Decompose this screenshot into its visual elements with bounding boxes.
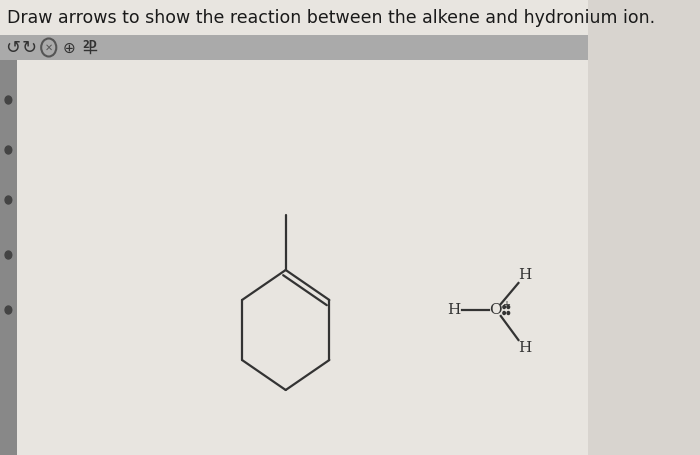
FancyBboxPatch shape xyxy=(17,60,588,455)
Text: ↺: ↺ xyxy=(5,39,20,56)
FancyBboxPatch shape xyxy=(0,60,17,455)
Text: H: H xyxy=(519,341,532,355)
Text: H: H xyxy=(447,303,461,317)
Text: O: O xyxy=(489,303,502,317)
Text: H: H xyxy=(519,268,532,282)
Circle shape xyxy=(503,305,505,308)
Circle shape xyxy=(5,96,12,104)
Text: 2D: 2D xyxy=(83,40,97,50)
Circle shape xyxy=(5,146,12,154)
Text: Draw arrows to show the reaction between the alkene and hydronium ion.: Draw arrows to show the reaction between… xyxy=(7,9,654,27)
FancyBboxPatch shape xyxy=(0,0,588,35)
Circle shape xyxy=(507,305,510,308)
Text: +: + xyxy=(502,300,510,310)
Text: ⊕: ⊕ xyxy=(62,41,76,56)
Circle shape xyxy=(507,312,510,314)
Circle shape xyxy=(503,312,505,314)
Circle shape xyxy=(5,251,12,259)
Text: ✕: ✕ xyxy=(45,42,52,52)
Circle shape xyxy=(5,306,12,314)
Circle shape xyxy=(5,196,12,204)
FancyBboxPatch shape xyxy=(0,35,588,60)
Text: ↻: ↻ xyxy=(22,39,37,56)
